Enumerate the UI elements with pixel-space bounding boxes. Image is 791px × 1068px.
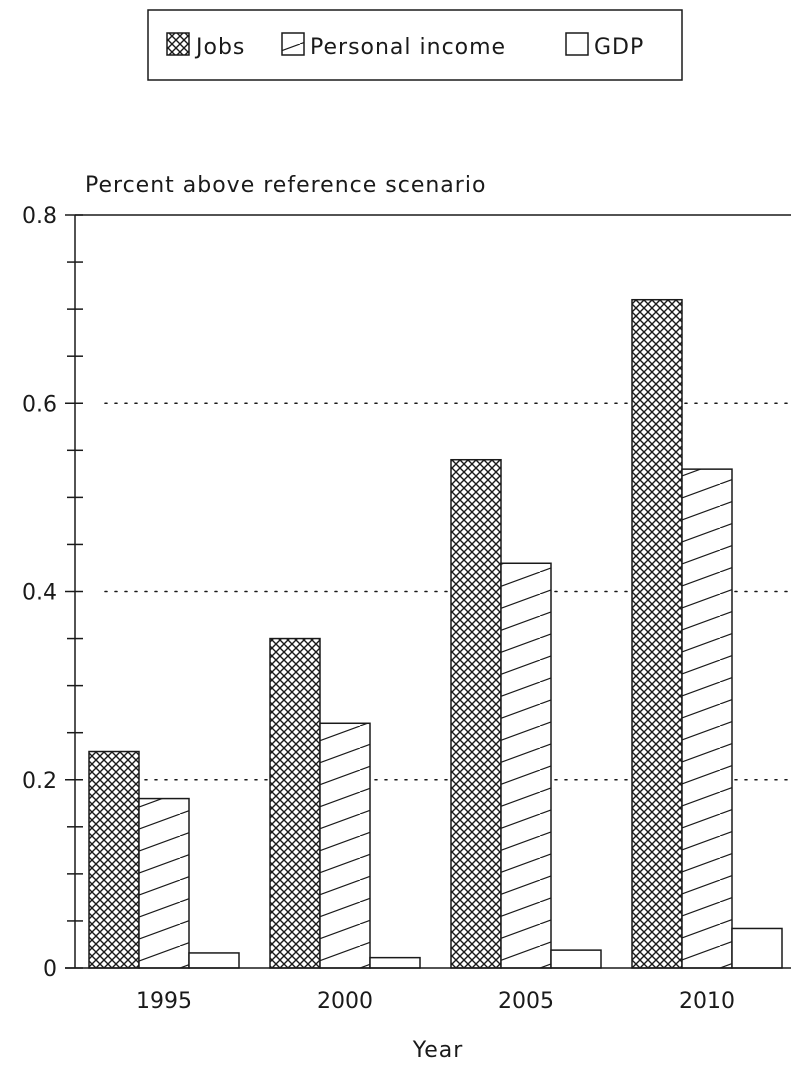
bar-jobs-1995: [88, 750, 140, 969]
y-tick-label-0.4: 0.4: [22, 581, 57, 606]
x-axis-title: Year: [412, 1038, 464, 1063]
bar-personal-income-2000: [319, 722, 371, 969]
legend-box: [147, 9, 683, 81]
x-tick-label-2010: 2010: [679, 989, 735, 1014]
legend-swatch-gdp: [565, 32, 589, 56]
x-tick-label-2005: 2005: [498, 989, 554, 1014]
legend-label-gdp: GDP: [594, 35, 644, 60]
bar-personal-income-1995: [138, 797, 190, 969]
legend-swatch-jobs: [166, 32, 190, 56]
bar-gdp-2005: [550, 949, 602, 969]
legend-label-jobs: Jobs: [194, 35, 245, 60]
y-tick-label-0.6: 0.6: [22, 392, 57, 417]
x-tick-label-1995: 1995: [136, 989, 192, 1014]
bar-jobs-2000: [269, 637, 321, 969]
legend: Jobs Personal income GDP: [147, 9, 683, 81]
legend-label-personal-income: Personal income: [310, 35, 506, 60]
y-tick-label-0.8: 0.8: [22, 204, 57, 229]
bar-personal-income-2010: [681, 468, 733, 969]
bar-jobs-2010: [631, 298, 683, 969]
bar-gdp-2000: [369, 956, 421, 969]
x-tick-label-2000: 2000: [317, 989, 373, 1014]
legend-swatch-personal-income: [281, 32, 305, 56]
bar-gdp-2010: [731, 927, 783, 969]
bars: [88, 298, 783, 969]
bar-gdp-1995: [188, 952, 240, 969]
y-axis-title: Percent above reference scenario: [85, 173, 486, 198]
bar-personal-income-2005: [500, 562, 552, 969]
y-tick-label-0.2: 0.2: [22, 769, 57, 794]
bar-jobs-2005: [450, 458, 502, 969]
axes: 1995 2000 2005 2010 0 0.2 0.4 0.6 0.8: [22, 204, 791, 1014]
y-tick-label-0: 0: [43, 957, 57, 982]
